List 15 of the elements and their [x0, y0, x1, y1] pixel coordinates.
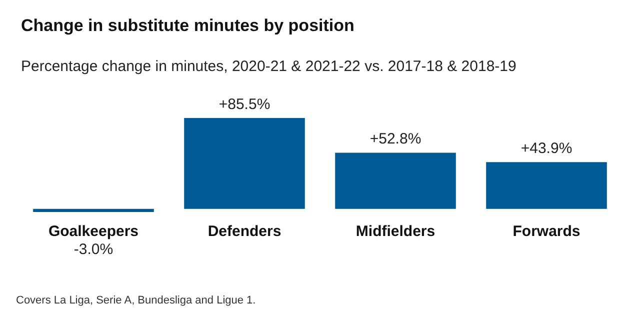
x-tick-label: Midfielders [356, 223, 436, 240]
x-tick-label: Goalkeepers [48, 223, 139, 240]
data-label: +85.5% [218, 96, 270, 113]
data-label: -3.0% [74, 241, 114, 258]
bar [335, 152, 456, 209]
x-tick-label: Defenders [208, 223, 282, 240]
text: Covers La Liga, Serie A, Bundesliga and Ligue 1. [16, 294, 256, 306]
data-label: +43.9% [520, 140, 572, 158]
data-label: +52.8% [370, 130, 422, 148]
chart-title: Change in substitute minutes by position [21, 16, 354, 35]
bar [486, 162, 607, 209]
bar [184, 118, 305, 209]
chart-subtitle: Percentage change in minutes, 2020-21 & 2021-22 vs. 2017-18 & 2018-19 [21, 58, 516, 75]
bar [33, 208, 154, 212]
x-tick-label: Forwards [512, 223, 580, 240]
